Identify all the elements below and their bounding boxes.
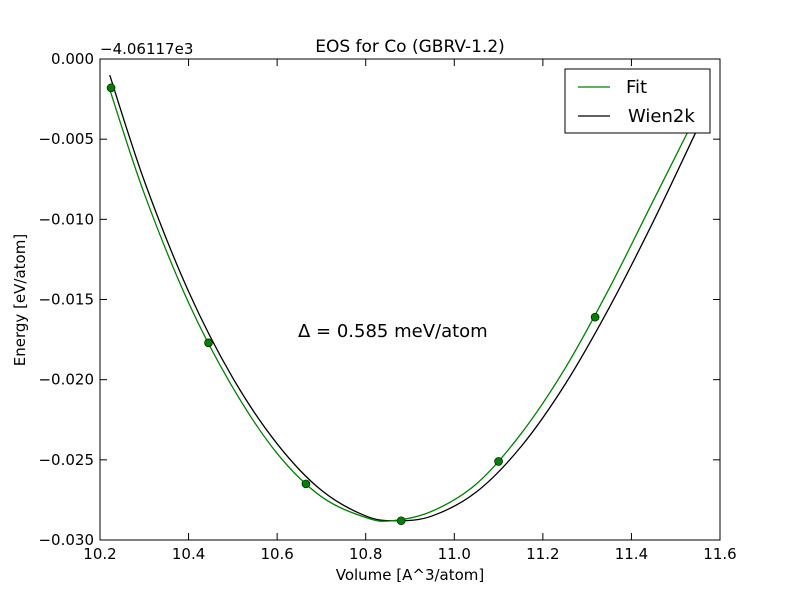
points-layer [106, 83, 600, 526]
plot-area-background [100, 59, 720, 540]
tick-layer: 10.2 10.4 10.6 10.8 11.0 11.2 11.4 11.6 0.000 −0.… [38, 50, 736, 563]
x-tick-label: 11.4 [615, 545, 648, 563]
x-tick-label: 10.4 [172, 545, 205, 563]
x-tick-label: 10.8 [349, 545, 382, 563]
data-point [106, 83, 116, 93]
y-tick-label: −0.005 [38, 130, 94, 148]
x-axis-label: Volume [A^3/atom] [336, 566, 485, 584]
plot-frame [99, 58, 721, 541]
y-tick-label: −0.020 [38, 371, 94, 389]
y-tick-label: −0.025 [38, 451, 94, 469]
delta-annotation: Δ = 0.585 meV/atom [298, 321, 488, 342]
data-point [396, 516, 406, 526]
x-tick-label: 11.2 [526, 545, 559, 563]
y-tick-label: −0.010 [38, 210, 94, 228]
series-layer [109, 74, 699, 522]
x-tick-label: 10.2 [83, 545, 116, 563]
y-axis-label: Energy [eV/atom] [11, 234, 29, 366]
y-axis-offset-label: −4.06117e3 [100, 40, 193, 58]
x-tick-label: 10.6 [260, 545, 293, 563]
fit-curve [109, 89, 699, 522]
data-point [204, 338, 213, 348]
legend: Fit Wien2k [564, 68, 711, 134]
legend-box [564, 68, 711, 134]
data-point [301, 479, 311, 489]
x-tick-label: 11.6 [703, 545, 736, 563]
legend-fit-label: Fit [626, 77, 647, 98]
x-tick-label: 11.0 [438, 545, 471, 563]
legend-wien2k-label: Wien2k [628, 106, 695, 127]
y-tick-label: 0.000 [51, 50, 94, 68]
y-tick-label: −0.030 [38, 531, 94, 549]
y-tick-label: −0.015 [38, 291, 94, 309]
chart-title: EOS for Co (GBRV-1.2) [315, 37, 505, 57]
data-point [494, 457, 503, 466]
data-point [590, 312, 600, 322]
